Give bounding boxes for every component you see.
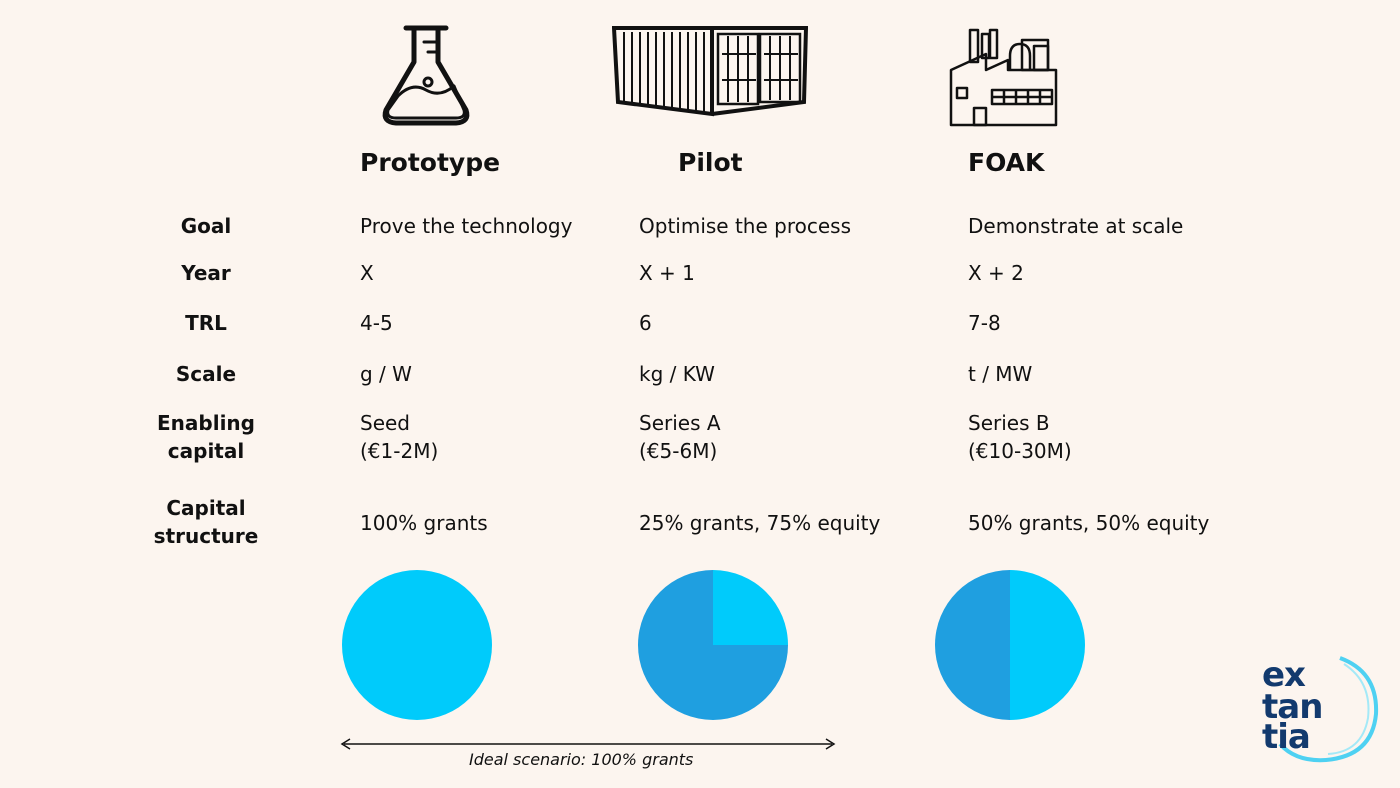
pie-slice-prototype-grants xyxy=(342,570,492,720)
pie-slice-pilot-equity xyxy=(638,570,788,720)
scale-pilot: kg / KW xyxy=(639,362,715,386)
row-label-capital-structure: Capital structure xyxy=(153,496,259,548)
year-pilot: X + 1 xyxy=(639,261,695,285)
extantia-logo: ex tan tia xyxy=(1248,648,1384,766)
stage-title-prototype: Prototype xyxy=(360,148,501,177)
scale-foak: t / MW xyxy=(968,362,1033,386)
goal-pilot: Optimise the process xyxy=(639,214,851,238)
annotation-caption: Ideal scenario: 100% grants xyxy=(469,750,694,769)
stage-title-pilot: Pilot xyxy=(678,148,743,177)
pie-slice-pilot-grants xyxy=(713,570,788,645)
logo-ring-icon: ex tan tia xyxy=(1262,655,1379,763)
trl-prototype: 4-5 xyxy=(360,311,393,335)
trl-foak: 7-8 xyxy=(968,311,1001,335)
enabling-capital-pilot: Series A (€5-6M) xyxy=(639,411,721,463)
range-arrow xyxy=(340,738,836,750)
scale-prototype: g / W xyxy=(360,362,412,386)
trl-pilot: 6 xyxy=(639,311,652,335)
capital-structure-foak: 50% grants, 50% equity xyxy=(968,511,1210,535)
row-label-enabling-capital: Enabling capital xyxy=(157,411,255,463)
row-label-scale: Scale xyxy=(175,362,237,386)
svg-text:tia: tia xyxy=(1262,717,1310,757)
pie-slice-foak-grants xyxy=(1010,570,1085,720)
enabling-capital-prototype: Seed (€1-2M) xyxy=(360,411,439,463)
stage-title-foak: FOAK xyxy=(968,148,1045,177)
svg-text:tan: tan xyxy=(1262,687,1322,727)
row-label-year: Year xyxy=(181,261,231,285)
logo-wordmark: ex xyxy=(1262,655,1306,695)
row-label-trl: TRL xyxy=(185,311,227,335)
goal-foak: Demonstrate at scale xyxy=(968,214,1184,238)
year-foak: X + 2 xyxy=(968,261,1024,285)
goal-prototype: Prove the technology xyxy=(360,214,573,238)
factory-icon xyxy=(948,26,1060,128)
flask-icon xyxy=(378,24,474,128)
shipping-container-icon xyxy=(612,24,808,118)
capital-structure-pilot: 25% grants, 75% equity xyxy=(639,511,881,535)
year-prototype: X xyxy=(360,261,374,285)
capital-structure-prototype: 100% grants xyxy=(360,511,488,535)
enabling-capital-foak: Series B (€10-30M) xyxy=(968,411,1072,463)
row-label-goal: Goal xyxy=(180,214,232,238)
pie-slice-foak-equity xyxy=(935,570,1010,720)
